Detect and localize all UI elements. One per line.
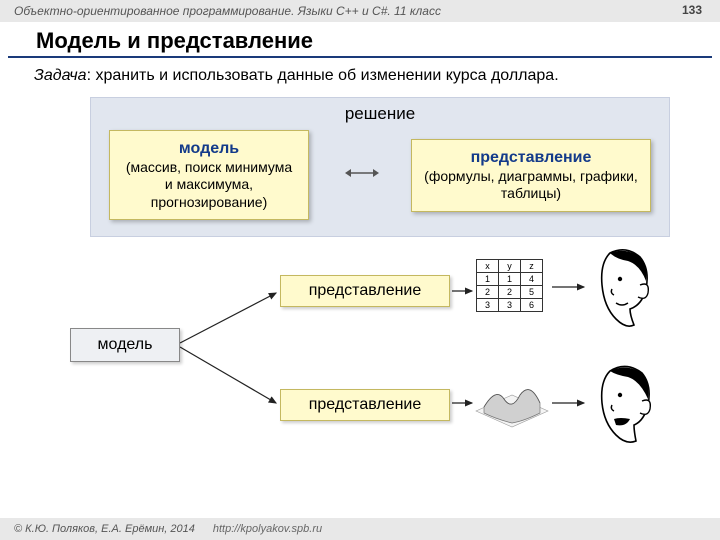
- footer-url: http://kpolyakov.spb.ru: [213, 523, 322, 535]
- table-cell: 1: [477, 273, 499, 286]
- table-cell: 3: [477, 299, 499, 312]
- table-cell: 3: [499, 299, 521, 312]
- table-cell: 2: [499, 286, 521, 299]
- table-cell: 4: [521, 273, 543, 286]
- lower-view-box-1: представление: [280, 275, 450, 307]
- page-number: 133: [682, 3, 702, 17]
- solution-title: решение: [109, 104, 651, 130]
- lower-view-label-2: представление: [309, 396, 422, 414]
- footer-bar: © К.Ю. Поляков, Е.А. Ерёмин, 2014 http:/…: [0, 518, 720, 540]
- lower-diagram: модель представление представление x y z…: [0, 243, 720, 453]
- face-icon-2: [590, 361, 666, 449]
- model-box-desc: (массив, поиск минимума и максимума, про…: [126, 159, 292, 210]
- table-header: z: [521, 260, 543, 273]
- table-cell: 1: [499, 273, 521, 286]
- view-box: представление (формулы, диаграммы, графи…: [411, 139, 651, 212]
- mini-table: x y z 1 1 4 2 2 5 3 3 6: [476, 259, 543, 312]
- model-box-title: модель: [120, 139, 298, 159]
- footer-copyright: © К.Ю. Поляков, Е.А. Ерёмин, 2014: [14, 523, 195, 535]
- face-icon-1: [590, 245, 666, 333]
- task-label: Задача: [34, 67, 87, 84]
- view-box-title: представление: [422, 148, 640, 168]
- table-cell: 5: [521, 286, 543, 299]
- solution-panel: решение модель (массив, поиск минимума и…: [90, 97, 670, 238]
- model-box: модель (массив, поиск минимума и максиму…: [109, 130, 309, 221]
- view-box-desc: (формулы, диаграммы, графики, таблицы): [424, 168, 638, 202]
- table-cell: 6: [521, 299, 543, 312]
- solution-boxes: модель (массив, поиск минимума и максиму…: [109, 130, 651, 221]
- task-text: Задача: хранить и использовать данные об…: [0, 58, 720, 89]
- table-header: x: [477, 260, 499, 273]
- lower-model-box: модель: [70, 328, 180, 362]
- course-title: Объектно-ориентированное программировани…: [14, 4, 441, 18]
- page-title: Модель и представление: [8, 22, 712, 58]
- double-arrow-icon: [345, 165, 375, 186]
- table-cell: 2: [477, 286, 499, 299]
- lower-view-label-1: представление: [309, 282, 422, 300]
- table-header: y: [499, 260, 521, 273]
- lower-model-label: модель: [98, 336, 153, 354]
- surface-plot-icon: [474, 373, 550, 429]
- header-bar: Объектно-ориентированное программировани…: [0, 0, 720, 22]
- lower-view-box-2: представление: [280, 389, 450, 421]
- task-body: : хранить и использовать данные об измен…: [87, 67, 559, 84]
